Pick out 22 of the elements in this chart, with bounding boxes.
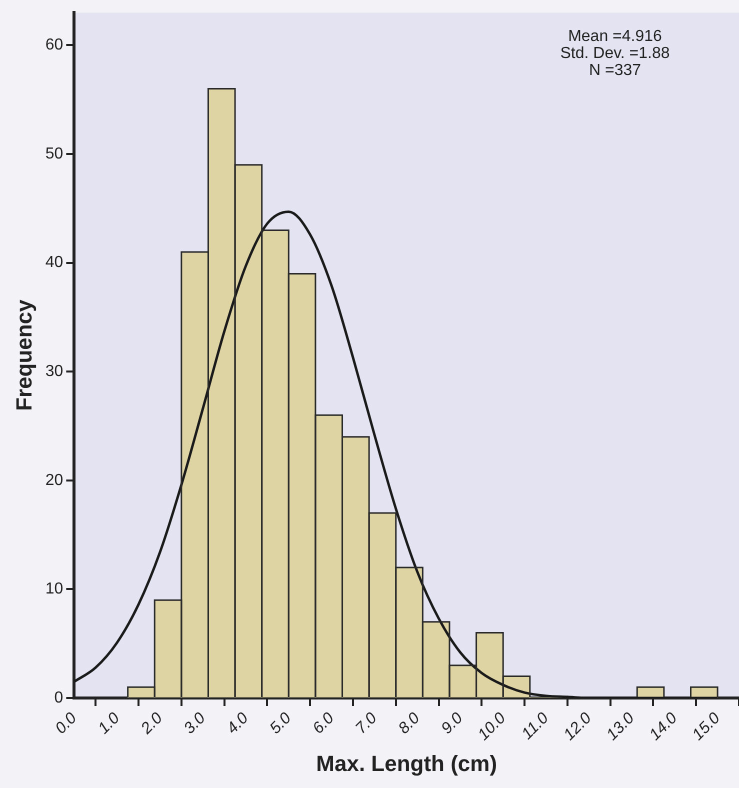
y-tick-label: 30 [45, 363, 64, 380]
x-tick-label: 0.0 [52, 710, 80, 738]
y-tick-label: 60 [45, 36, 64, 54]
x-tick-label: 6.0 [310, 710, 338, 738]
x-tick-label: 9.0 [438, 710, 466, 738]
annotation: N =337 [588, 62, 642, 80]
x-axis-title: Max. Length (cm) [316, 750, 498, 776]
x-tick-label: 5.0 [266, 710, 295, 738]
x-tick-label: 4.0 [224, 710, 252, 738]
y-tick-label: 40 [45, 254, 64, 272]
x-tick-label: 7.0 [352, 710, 380, 738]
y-tick-label: 20 [45, 472, 64, 489]
x-tick-label: 2.0 [137, 710, 166, 738]
annotation: Std. Dev. =1.88 [560, 45, 670, 62]
y-tick-label: 10 [45, 580, 64, 598]
x-tick-label: 3.0 [181, 710, 209, 738]
x-tick-label: 8.0 [396, 710, 424, 738]
x-tick-label: 1.0 [95, 710, 124, 738]
y-tick-label: 50 [45, 145, 64, 162]
y-axis-title: Frequency [11, 298, 36, 411]
annotation: Mean =4.916 [568, 28, 662, 46]
y-tick-label: 0 [54, 689, 64, 706]
